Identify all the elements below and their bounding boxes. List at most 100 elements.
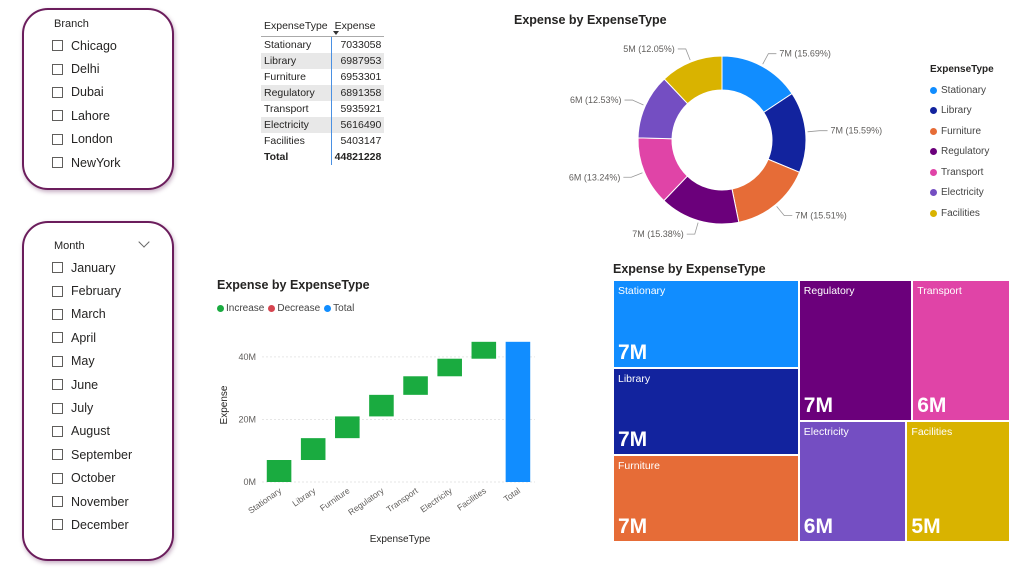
slicer-item-may[interactable]: May [52, 350, 132, 373]
legend-item-transport[interactable]: Transport [930, 162, 989, 183]
slicer-item-february[interactable]: February [52, 279, 132, 302]
donut-slice-facilities[interactable] [663, 55, 723, 105]
slicer-item-label: December [71, 517, 129, 532]
checkbox[interactable] [52, 63, 63, 75]
legend-item-stationary[interactable]: Stationary [930, 80, 989, 101]
waterfall-bar-facilities[interactable] [471, 341, 497, 359]
checkbox[interactable] [52, 86, 63, 98]
x-tick-label: Total [502, 485, 523, 504]
waterfall-bar-stationary[interactable] [266, 460, 292, 482]
legend-item-regulatory[interactable]: Regulatory [930, 142, 989, 163]
y-tick-label: 0M [243, 477, 256, 487]
table-total-row: Total 44821228 [261, 149, 385, 165]
slicer-item-september[interactable]: September [52, 443, 132, 466]
legend-dot-icon [217, 305, 224, 312]
slicer-item-label: September [71, 447, 133, 462]
treemap-tile-label: Facilities [911, 425, 953, 438]
legend-item-furniture[interactable]: Furniture [930, 121, 989, 142]
treemap-tile-regulatory[interactable]: Regulatory 7M [798, 280, 913, 421]
checkbox[interactable] [52, 308, 63, 320]
slicer-item-july[interactable]: July [52, 396, 132, 419]
donut-data-label: 7M (15.69%) [779, 49, 831, 59]
treemap-tile-facilities[interactable]: Facilities 5M [906, 420, 1010, 542]
treemap-tile-value: 7M [618, 514, 648, 538]
checkbox[interactable] [52, 472, 63, 484]
slicer-item-march[interactable]: March [52, 303, 132, 326]
treemap-tile-label: Stationary [618, 285, 666, 297]
legend-dot-icon [930, 86, 937, 94]
checkbox[interactable] [52, 355, 63, 367]
legend-label: Decrease [277, 303, 321, 314]
slicer-item-label: November [71, 494, 129, 509]
legend-label: Electricity [941, 187, 984, 199]
checkbox[interactable] [52, 496, 63, 508]
slicer-item-delhi[interactable]: Delhi [52, 57, 121, 80]
chevron-down-icon[interactable] [138, 236, 150, 248]
slicer-item-label: January [71, 260, 116, 275]
checkbox[interactable] [52, 157, 63, 169]
waterfall-bar-total[interactable] [505, 341, 531, 482]
checkbox[interactable] [52, 425, 63, 437]
donut-leader-line [623, 172, 643, 178]
treemap-tile-stationary[interactable]: Stationary 7M [613, 280, 799, 368]
checkbox[interactable] [52, 40, 63, 52]
slicer-item-april[interactable]: April [52, 326, 132, 349]
slicer-item-newyork[interactable]: NewYork [52, 151, 121, 174]
slicer-item-october[interactable]: October [52, 467, 132, 490]
waterfall-bar-furniture[interactable] [335, 416, 360, 439]
table-header-expense[interactable]: Expense [330, 16, 385, 37]
legend-dot-icon [324, 305, 332, 312]
legend-dot-icon [930, 107, 937, 115]
waterfall-bar-transport[interactable] [403, 376, 428, 395]
legend-item-facilities[interactable]: Facilities [930, 203, 989, 224]
legend-item-total[interactable]: Total [324, 303, 354, 314]
donut-leader-line [776, 206, 793, 217]
slicer-item-august[interactable]: August [52, 420, 132, 443]
donut-legend-title: ExpenseType [930, 64, 994, 75]
slicer-item-june[interactable]: June [52, 373, 132, 396]
treemap-tile-value: 7M [618, 340, 648, 364]
checkbox[interactable] [52, 379, 63, 391]
slicer-item-chicago[interactable]: Chicago [52, 34, 121, 57]
expense-table: ExpenseType Expense Stationary 7033058 Lib… [261, 16, 385, 165]
table-row: Regulatory 6891358 [261, 85, 385, 101]
checkbox[interactable] [52, 262, 63, 274]
treemap-tile-label: Regulatory [803, 285, 855, 297]
legend-label: Stationary [941, 84, 987, 96]
checkbox[interactable] [52, 285, 63, 297]
slicer-item-lahore[interactable]: Lahore [52, 104, 121, 127]
checkbox[interactable] [52, 133, 63, 145]
slicer-item-january[interactable]: January [52, 256, 132, 279]
treemap-tile-electricity[interactable]: Electricity 6M [798, 420, 907, 542]
treemap-tile-library[interactable]: Library 7M [613, 367, 799, 456]
treemap-tile-value: 5M [911, 514, 941, 538]
slicer-item-dubai[interactable]: Dubai [52, 81, 121, 104]
legend-item-increase[interactable]: Increase [217, 303, 264, 314]
waterfall-bar-electricity[interactable] [437, 358, 462, 377]
donut-leader-line [762, 53, 777, 65]
waterfall-bar-library[interactable] [300, 438, 326, 461]
legend-item-electricity[interactable]: Electricity [930, 183, 989, 204]
donut-slice-furniture[interactable] [731, 158, 801, 223]
legend-item-library[interactable]: Library [930, 101, 989, 122]
treemap-tile-furniture[interactable]: Furniture 7M [613, 455, 799, 542]
checkbox[interactable] [52, 519, 63, 531]
slicer-item-london[interactable]: London [52, 128, 121, 151]
legend-dot-icon [930, 148, 937, 156]
legend-label: Furniture [941, 125, 982, 137]
donut-legend: Stationary Library Furniture Regulatory Tran… [930, 80, 989, 224]
checkbox[interactable] [52, 402, 63, 414]
table-cell-expensetype: Stationary [264, 39, 312, 51]
slicer-item-december[interactable]: December [52, 513, 132, 536]
month-slicer-title: Month [54, 240, 85, 252]
table-header-expensetype[interactable]: ExpenseType [261, 16, 332, 37]
x-tick-label: Regulatory [346, 485, 386, 517]
treemap-tile-transport[interactable]: Transport 6M [912, 280, 1010, 421]
waterfall-bar-regulatory[interactable] [369, 394, 394, 417]
legend-item-decrease[interactable]: Decrease [268, 303, 320, 314]
checkbox[interactable] [52, 449, 63, 461]
checkbox[interactable] [52, 110, 63, 122]
checkbox[interactable] [52, 332, 63, 344]
slicer-item-november[interactable]: November [52, 490, 132, 513]
